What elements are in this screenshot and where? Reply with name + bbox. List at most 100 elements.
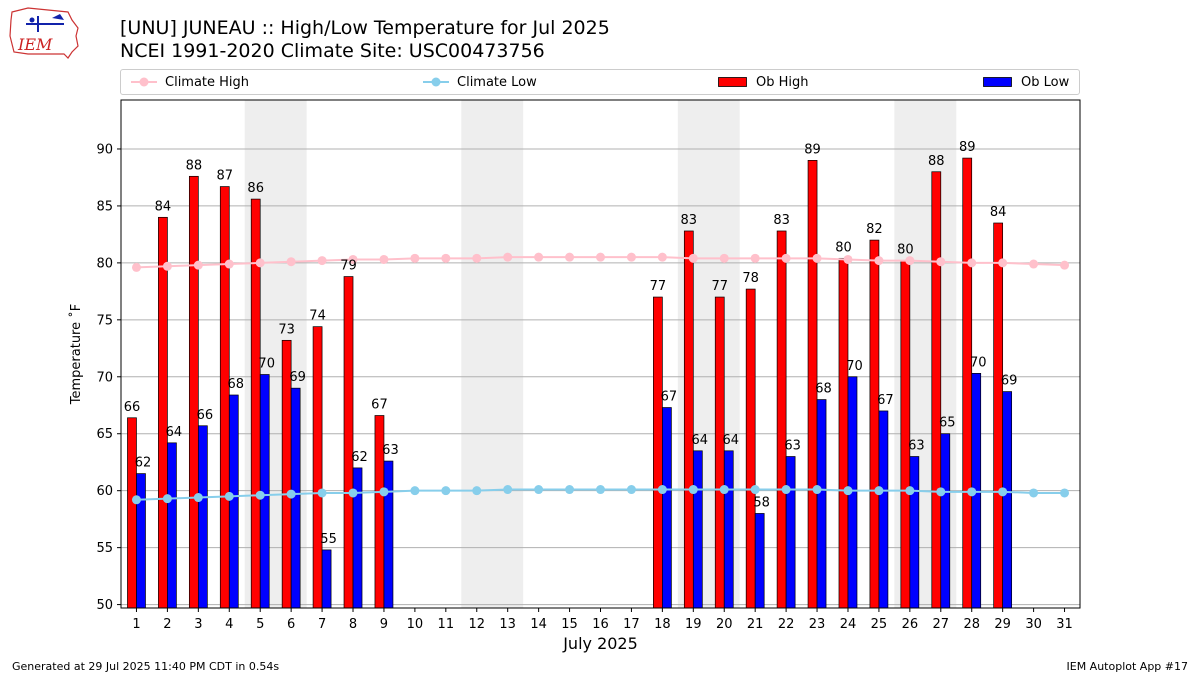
ob-low-bar <box>197 425 208 609</box>
ob-high-data-label: 83 <box>681 213 698 228</box>
climate-low-point <box>534 485 544 495</box>
climate-low-point <box>596 485 605 495</box>
x-tick-label: 26 <box>902 617 919 632</box>
chart-legend: Climate High Climate Low Ob High Ob Low <box>120 69 1080 95</box>
x-tick-label: 16 <box>592 617 609 632</box>
climate-low-point <box>286 489 296 499</box>
climate-high-point <box>719 253 729 263</box>
ob-high-data-label: 84 <box>155 199 172 214</box>
x-axis-label: July 2025 <box>562 634 638 653</box>
ob-high-data-label: 87 <box>217 169 234 184</box>
weekend-shading <box>461 100 524 608</box>
ob-low-data-label: 64 <box>722 433 739 448</box>
climate-low-point <box>410 486 420 496</box>
ob-high-data-label: 82 <box>866 222 883 237</box>
climate-high-point <box>1029 259 1039 269</box>
x-tick-label: 22 <box>778 617 795 632</box>
ob-high-bar <box>745 288 756 609</box>
ob-low-data-label: 65 <box>939 416 956 431</box>
ob-low-data-label: 70 <box>258 357 275 372</box>
y-tick-label: 90 <box>96 142 113 157</box>
climate-high-point <box>441 253 451 263</box>
iem-logo: IEM <box>9 7 79 59</box>
climate-high-point <box>1060 260 1070 270</box>
ob-low-data-label: 70 <box>970 355 987 370</box>
ob-high-bar <box>653 296 663 609</box>
ob-low-bar <box>321 549 332 609</box>
x-tick-label: 28 <box>963 617 980 632</box>
ob-high-bar <box>838 257 849 609</box>
y-tick-label: 60 <box>96 484 113 499</box>
climate-low-point <box>131 495 141 505</box>
ob-high-bar <box>776 230 787 609</box>
ob-high-data-label: 77 <box>711 279 728 294</box>
ob-low-data-label: 64 <box>692 433 709 448</box>
climate-high-point <box>162 261 172 271</box>
climate-high-point <box>998 258 1008 268</box>
ob-high-data-label: 73 <box>278 322 295 337</box>
ob-high-data-label: 86 <box>247 181 264 196</box>
climate-low-point <box>162 494 172 504</box>
climate-low-point <box>503 485 513 495</box>
climate-high-point <box>843 254 853 264</box>
x-tick-label: 3 <box>194 617 202 632</box>
climate-high-point <box>286 257 296 267</box>
ob-low-data-label: 67 <box>877 393 894 408</box>
x-tick-label: 13 <box>499 617 516 632</box>
chart-title: [UNU] JUNEAU :: High/Low Temperature for… <box>120 17 610 39</box>
ob-low-data-label: 66 <box>197 408 214 423</box>
climate-high-point <box>379 254 389 264</box>
y-tick-label: 70 <box>96 370 113 385</box>
x-tick-label: 23 <box>809 617 826 632</box>
x-tick-label: 19 <box>685 617 702 632</box>
ob-low-bar <box>136 473 146 609</box>
y-tick-label: 50 <box>96 598 113 613</box>
ob-low-data-label: 68 <box>228 377 245 392</box>
ob-low-data-label: 68 <box>815 382 832 397</box>
ob-high-bar <box>188 175 199 609</box>
climate-low-point <box>843 486 853 496</box>
legend-item-ob-high: Ob High <box>718 70 809 94</box>
climate-low-point <box>317 488 327 498</box>
climate-low-point <box>255 490 265 500</box>
climate-high-point <box>905 256 915 266</box>
ob-low-bar <box>723 450 734 609</box>
climate-high-point <box>131 262 141 272</box>
climate-low-point <box>812 485 822 495</box>
climate-high-point <box>255 258 265 268</box>
ob-low-bar <box>383 460 394 609</box>
x-tick-label: 24 <box>840 617 857 632</box>
x-tick-label: 5 <box>256 617 264 632</box>
climate-high-point <box>936 257 946 267</box>
ob-low-bar <box>909 456 920 609</box>
ob-high-bar <box>869 239 880 609</box>
ob-low-data-label: 58 <box>753 495 770 510</box>
ob-high-data-label: 79 <box>340 259 357 274</box>
ob-low-data-label: 55 <box>320 532 337 547</box>
legend-label-climate-low: Climate Low <box>457 74 537 90</box>
climate-low-point <box>967 487 977 497</box>
x-tick-label: 27 <box>933 617 950 632</box>
ob-low-bar <box>785 456 796 609</box>
climate-low-point <box>224 491 234 501</box>
y-tick-label: 80 <box>96 256 113 271</box>
logo-text: IEM <box>17 35 53 54</box>
ob-high-data-label: 89 <box>804 142 821 157</box>
y-axis-label: Temperature ˚F <box>68 304 84 405</box>
y-tick-label: 85 <box>96 199 113 214</box>
ob-high-data-label: 89 <box>959 140 976 155</box>
x-tick-label: 25 <box>871 617 888 632</box>
climate-low-point <box>626 485 636 495</box>
ob-low-data-label: 63 <box>784 439 801 454</box>
ob-high-data-label: 80 <box>897 243 914 258</box>
climate-high-point <box>410 253 420 263</box>
legend-label-ob-low: Ob Low <box>1021 74 1070 90</box>
x-tick-label: 1 <box>132 617 140 632</box>
legend-label-ob-high: Ob High <box>756 74 809 90</box>
climate-low-point <box>193 493 203 503</box>
climate-low-point <box>379 487 389 497</box>
climate-low-point <box>348 488 358 498</box>
ob-high-data-label: 88 <box>928 154 945 169</box>
ob-low-data-label: 62 <box>135 456 152 471</box>
climate-high-point <box>626 252 636 262</box>
